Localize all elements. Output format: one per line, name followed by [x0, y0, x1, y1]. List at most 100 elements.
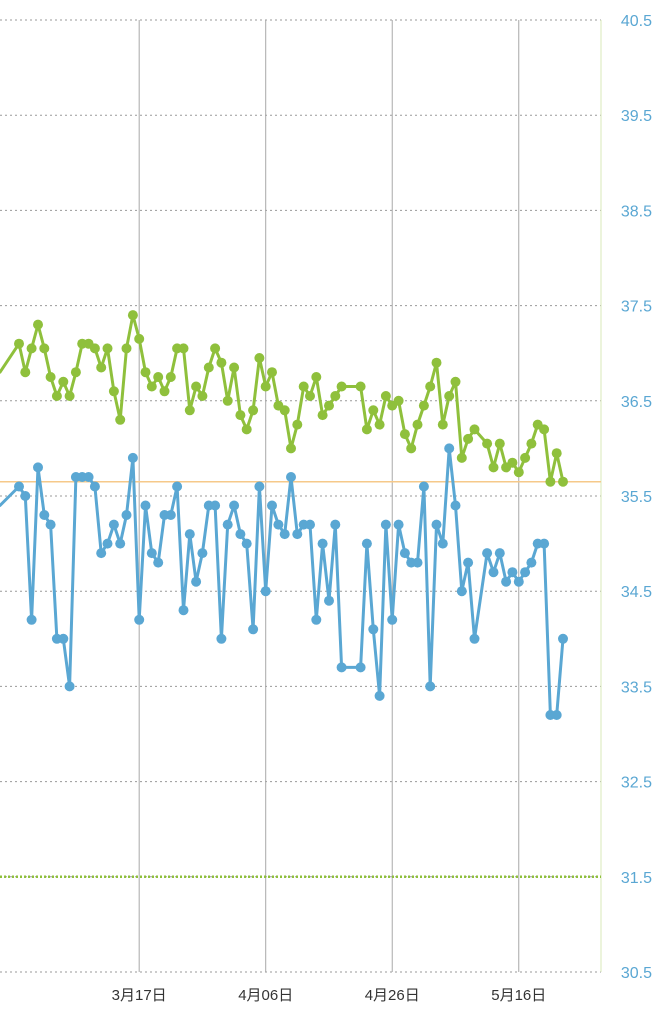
data-point: [58, 376, 69, 387]
data-point: [140, 500, 151, 511]
data-point: [20, 491, 31, 501]
data-point: [153, 372, 164, 382]
data-point: [305, 391, 315, 401]
data-point: [121, 510, 132, 520]
data-point: [178, 605, 189, 616]
y-tick-label: 38.5: [621, 203, 652, 220]
data-point: [298, 381, 309, 392]
data-point: [197, 391, 208, 401]
data-point: [437, 419, 448, 430]
data-point: [437, 538, 448, 549]
data-point: [469, 424, 480, 435]
data-point: [311, 614, 322, 625]
series-layer: [0, 310, 568, 720]
data-point: [108, 386, 119, 397]
data-point: [115, 538, 126, 549]
data-point: [444, 391, 455, 401]
x-tick-label: 4月26日: [365, 987, 420, 1004]
data-point: [513, 576, 524, 587]
data-point: [184, 405, 195, 416]
data-point: [507, 457, 518, 468]
data-point: [267, 500, 277, 511]
data-point: [526, 438, 537, 449]
data-point: [121, 343, 132, 354]
data-point: [241, 424, 252, 435]
data-point: [14, 481, 24, 492]
data-point: [127, 452, 138, 463]
data-point: [267, 367, 277, 378]
data-point: [172, 481, 183, 492]
data-point: [191, 381, 202, 392]
data-point: [165, 510, 176, 520]
data-point: [418, 400, 429, 411]
data-point: [456, 452, 467, 463]
data-point: [210, 343, 221, 354]
data-point: [463, 433, 474, 444]
data-point: [235, 529, 246, 540]
data-point: [222, 395, 233, 406]
data-point: [336, 662, 347, 673]
x-tick-label: 5月16日: [491, 987, 546, 1004]
data-point: [26, 614, 37, 625]
data-point: [134, 614, 145, 625]
data-point: [134, 333, 145, 344]
series-line: [0, 446, 565, 717]
data-point: [551, 710, 562, 720]
data-point: [444, 443, 455, 454]
data-point: [330, 519, 341, 530]
data-point: [406, 443, 417, 454]
data-point: [191, 576, 202, 587]
data-point: [507, 567, 518, 578]
data-point: [393, 519, 404, 530]
data-point: [387, 614, 398, 625]
data-point: [159, 386, 170, 397]
data-point: [412, 557, 423, 568]
data-point: [469, 633, 480, 644]
data-point: [361, 538, 372, 549]
data-point: [286, 472, 296, 482]
vertical-gridlines: [138, 20, 520, 972]
data-point: [425, 381, 436, 392]
data-point: [197, 548, 208, 559]
data-point: [520, 567, 531, 578]
data-point: [399, 548, 410, 559]
y-tick-label: 34.5: [621, 584, 652, 601]
data-point: [153, 557, 164, 568]
data-point: [539, 424, 550, 435]
data-point: [355, 662, 366, 673]
y-tick-labels: 30.5 31.5 32.5 33.5 34.5 35.5 36.5 37.5 38.5 39.5…: [621, 13, 652, 982]
data-point: [70, 367, 81, 378]
data-point: [20, 367, 31, 378]
y-tick-label: 33.5: [621, 679, 652, 696]
horizontal-gridlines: [0, 19, 602, 973]
data-point: [216, 633, 227, 644]
data-point: [33, 319, 43, 330]
data-point: [311, 372, 322, 382]
data-point: [292, 419, 303, 430]
data-point: [210, 500, 221, 511]
data-point: [203, 362, 214, 373]
reference-lines: [0, 480, 601, 879]
data-point: [526, 557, 537, 568]
data-point: [222, 519, 233, 530]
data-point: [558, 633, 568, 644]
data-point: [273, 519, 284, 530]
y-tick-label: 30.5: [621, 965, 652, 982]
data-point: [146, 548, 157, 559]
data-point: [545, 476, 556, 487]
data-point: [58, 633, 69, 644]
data-point: [551, 448, 562, 459]
x-tick-label: 3月17日: [112, 987, 167, 1004]
data-point: [216, 357, 227, 368]
data-point: [305, 519, 315, 530]
data-point: [399, 429, 410, 440]
data-point: [368, 405, 379, 416]
data-point: [127, 310, 138, 321]
data-point: [450, 500, 461, 511]
data-point: [292, 529, 303, 540]
data-point: [539, 538, 550, 549]
data-point: [279, 529, 290, 540]
data-point: [45, 519, 56, 530]
data-point: [254, 481, 265, 492]
data-point: [64, 681, 75, 692]
